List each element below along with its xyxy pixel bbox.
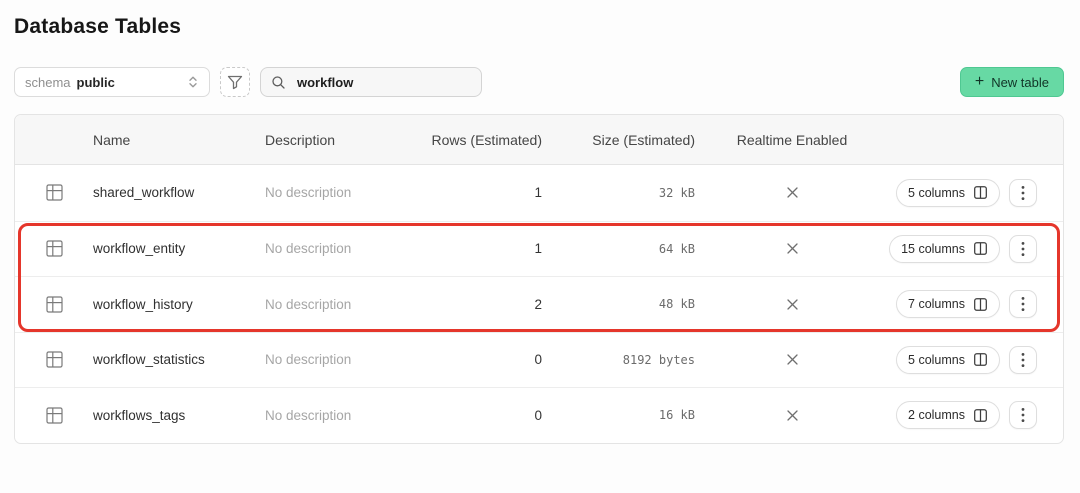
funnel-icon (227, 74, 243, 90)
realtime-disabled-x-icon (785, 241, 800, 256)
rows-estimated-value: 1 (534, 185, 542, 201)
table-description: No description (265, 241, 352, 257)
row-menu-button[interactable] (1009, 234, 1037, 263)
row-menu-button[interactable] (1009, 178, 1037, 207)
row-menu-button[interactable] (1009, 290, 1037, 319)
page-title: Database Tables (14, 15, 182, 38)
table-body: shared_workflow No description 1 32 kB 5… (15, 165, 1063, 443)
table-icon (45, 406, 64, 425)
row-menu-button[interactable] (1009, 401, 1037, 430)
columns-button[interactable]: 7 columns (896, 290, 1000, 319)
size-estimated-value: 64 kB (658, 241, 695, 256)
realtime-disabled-x-icon (785, 185, 800, 200)
schema-select[interactable]: schema public (14, 67, 210, 97)
table-description: No description (265, 296, 352, 312)
search-input[interactable] (295, 73, 455, 91)
table-icon (45, 350, 64, 369)
toolbar: schema public + New table (14, 67, 1064, 97)
vertical-dots-icon (1021, 296, 1025, 312)
schema-select-label: schema (25, 74, 71, 90)
table-icon (45, 295, 64, 314)
columns-button-label: 7 columns (908, 297, 965, 312)
columns-button[interactable]: 5 columns (896, 178, 1000, 207)
size-estimated-value: 8192 bytes (622, 352, 695, 367)
table-icon (45, 183, 64, 202)
rows-estimated-value: 0 (534, 407, 542, 423)
columns-button-label: 5 columns (908, 185, 965, 200)
vertical-dots-icon (1021, 185, 1025, 201)
vertical-dots-icon (1021, 407, 1025, 423)
table-name-link[interactable]: workflows_tags (93, 407, 186, 423)
columns-button[interactable]: 15 columns (889, 234, 1000, 263)
split-panel-icon (973, 352, 988, 367)
filter-button[interactable] (220, 67, 250, 97)
columns-button[interactable]: 2 columns (896, 401, 1000, 430)
magnifier-icon (271, 75, 286, 90)
header-size: Size (Estimated) (592, 131, 695, 148)
realtime-disabled-x-icon (785, 352, 800, 367)
size-estimated-value: 32 kB (658, 185, 695, 200)
table-description: No description (265, 185, 352, 201)
table-row[interactable]: workflow_statistics No description 0 819… (15, 331, 1063, 387)
table-row[interactable]: workflow_entity No description 1 64 kB 1… (15, 220, 1063, 276)
vertical-dots-icon (1021, 241, 1025, 257)
table-name-link[interactable]: shared_workflow (93, 185, 195, 201)
split-panel-icon (973, 185, 988, 200)
columns-button-label: 5 columns (908, 352, 965, 367)
vertical-dots-icon (1021, 352, 1025, 368)
rows-estimated-value: 1 (534, 241, 542, 257)
header-realtime: Realtime Enabled (736, 131, 848, 148)
split-panel-icon (973, 241, 988, 256)
columns-button[interactable]: 5 columns (896, 345, 1000, 374)
chevron-updown-icon (187, 75, 199, 89)
plus-icon: + (974, 73, 985, 90)
table-description: No description (265, 352, 352, 368)
realtime-disabled-x-icon (785, 408, 800, 423)
header-rows: Rows (Estimated) (431, 131, 542, 148)
schema-select-value: public (76, 74, 115, 90)
new-table-label: New table (991, 74, 1049, 90)
size-estimated-value: 16 kB (658, 408, 695, 423)
columns-button-label: 15 columns (901, 241, 965, 256)
new-table-button[interactable]: + New table (959, 67, 1064, 97)
rows-estimated-value: 2 (534, 296, 542, 312)
row-menu-button[interactable] (1009, 345, 1037, 374)
columns-button-label: 2 columns (908, 408, 965, 423)
header-description: Description (265, 131, 336, 148)
table-name-link[interactable]: workflow_history (93, 296, 193, 312)
table-header-row: Name Description Rows (Estimated) Size (… (15, 115, 1063, 165)
realtime-disabled-x-icon (785, 297, 800, 312)
table-description: No description (265, 407, 352, 423)
header-name: Name (93, 131, 131, 148)
table-row[interactable]: workflow_history No description 2 48 kB … (15, 276, 1063, 332)
search-box[interactable] (260, 67, 482, 97)
tables-list: Name Description Rows (Estimated) Size (… (14, 114, 1064, 444)
size-estimated-value: 48 kB (658, 297, 695, 312)
split-panel-icon (973, 408, 988, 423)
table-name-link[interactable]: workflow_statistics (93, 352, 205, 368)
table-name-link[interactable]: workflow_entity (93, 241, 186, 257)
split-panel-icon (973, 297, 988, 312)
table-row[interactable]: workflows_tags No description 0 16 kB 2 … (15, 387, 1063, 443)
table-icon (45, 239, 64, 258)
table-row[interactable]: shared_workflow No description 1 32 kB 5… (15, 165, 1063, 221)
rows-estimated-value: 0 (534, 352, 542, 368)
